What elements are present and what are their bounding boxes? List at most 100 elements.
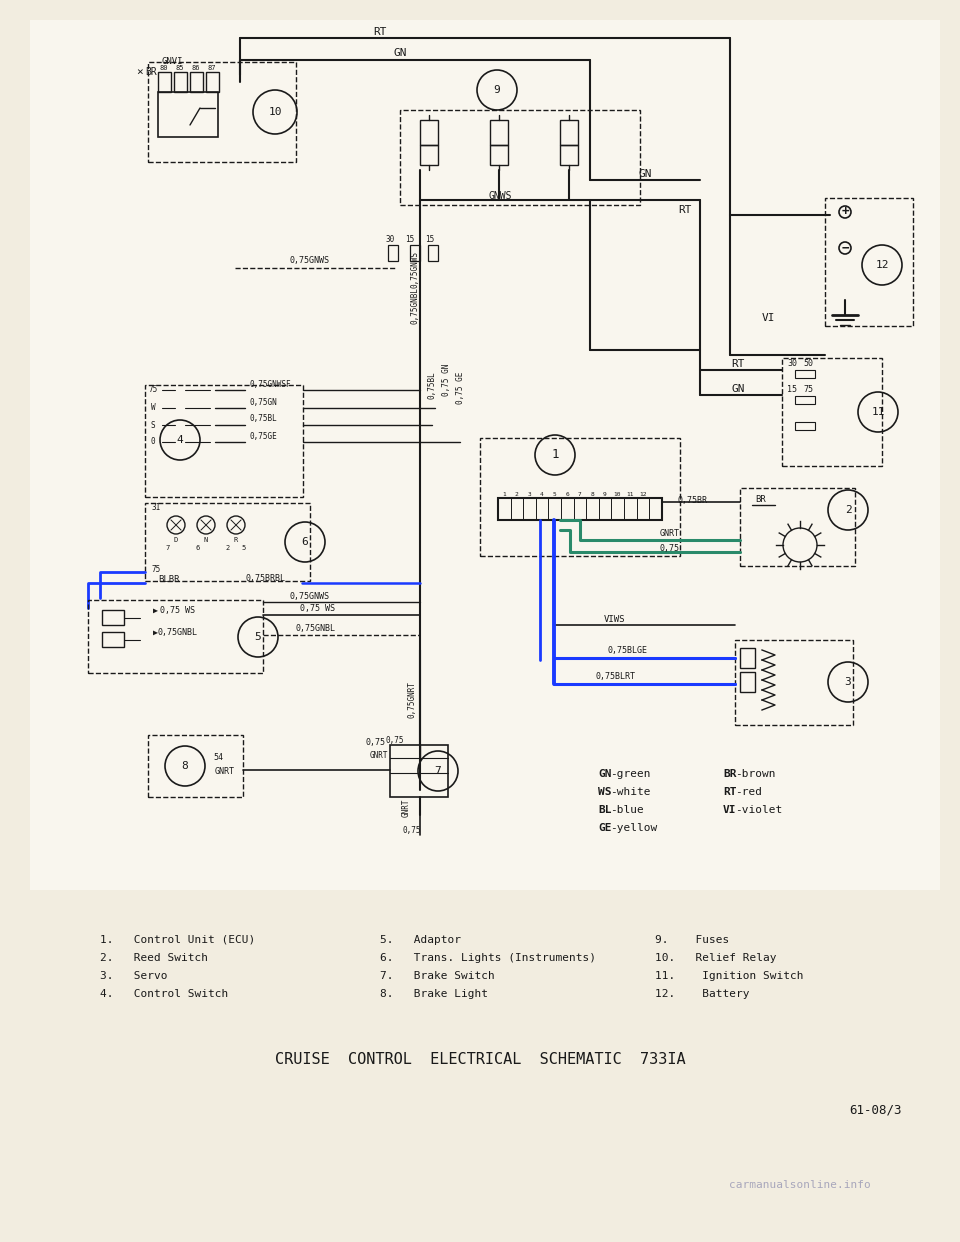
Text: 0,75GNBL: 0,75GNBL [295, 623, 335, 632]
Text: 0: 0 [151, 437, 156, 447]
Text: BL: BL [598, 805, 612, 815]
Bar [560, 120, 578, 145]
Text: 61-08/3: 61-08/3 [849, 1103, 901, 1117]
Text: 11: 11 [626, 492, 634, 497]
Text: -white: -white [611, 787, 651, 797]
Text: 4: 4 [177, 435, 183, 445]
Text: GN: GN [732, 384, 745, 394]
Text: 54: 54 [213, 754, 223, 763]
Text: GNVI: GNVI [162, 57, 183, 67]
Text: 15: 15 [405, 236, 415, 245]
Text: 0,75 GE: 0,75 GE [457, 371, 466, 404]
Bar [740, 648, 755, 668]
Text: 0,75GN: 0,75GN [250, 397, 277, 406]
Text: 0,75BLGE: 0,75BLGE [608, 646, 648, 655]
Bar [735, 640, 853, 725]
Text: 12: 12 [876, 260, 889, 270]
Bar [158, 92, 218, 137]
Text: 1.   Control Unit (ECU): 1. Control Unit (ECU) [100, 935, 255, 945]
Text: 3: 3 [527, 492, 531, 497]
Text: ▶: ▶ [153, 627, 157, 636]
Bar [795, 396, 815, 404]
Text: 0,75GNRT: 0,75GNRT [407, 682, 417, 719]
Text: 5.   Adaptor: 5. Adaptor [380, 935, 461, 945]
Text: 6: 6 [196, 545, 200, 551]
Text: BR: BR [145, 67, 156, 77]
Text: 1: 1 [551, 448, 559, 462]
Text: 0,75 GN: 0,75 GN [443, 364, 451, 396]
Bar [782, 358, 882, 466]
Text: 0,75BR: 0,75BR [678, 496, 708, 504]
Bar [480, 438, 680, 556]
Text: GNRT: GNRT [660, 529, 680, 538]
Text: VI: VI [723, 805, 736, 815]
Text: 6.   Trans. Lights (Instruments): 6. Trans. Lights (Instruments) [380, 953, 596, 963]
Text: 4.   Control Switch: 4. Control Switch [100, 989, 228, 999]
Text: 0,75: 0,75 [365, 739, 385, 748]
Text: -violet: -violet [735, 805, 782, 815]
Text: 12: 12 [638, 492, 646, 497]
Text: RT: RT [732, 359, 745, 369]
Text: carmanualsonline.info: carmanualsonline.info [730, 1180, 871, 1190]
Text: 0,75: 0,75 [660, 544, 680, 553]
Text: CRUISE  CONTROL  ELECTRICAL  SCHEMATIC  733IA: CRUISE CONTROL ELECTRICAL SCHEMATIC 733I… [275, 1052, 685, 1068]
Text: 0,75BLRT: 0,75BLRT [595, 672, 635, 681]
Text: BR: BR [755, 496, 766, 504]
Bar [148, 62, 296, 161]
Text: 85: 85 [176, 65, 184, 71]
Bar [560, 145, 578, 165]
Text: GN: GN [638, 169, 652, 179]
Text: WS: WS [598, 787, 612, 797]
Text: 0,75 WS: 0,75 WS [160, 606, 196, 615]
Text: 75: 75 [803, 385, 813, 395]
Bar [498, 498, 662, 520]
Text: 8.   Brake Light: 8. Brake Light [380, 989, 488, 999]
Text: 11.    Ignition Switch: 11. Ignition Switch [655, 971, 804, 981]
Text: GNRT: GNRT [401, 799, 411, 817]
Bar [795, 370, 815, 378]
Bar [420, 120, 438, 145]
Bar [206, 72, 219, 92]
Text: 4: 4 [540, 492, 543, 497]
Text: GNRT: GNRT [215, 768, 235, 776]
Text: RT: RT [373, 27, 387, 37]
Text: 31: 31 [152, 503, 160, 513]
Text: 8: 8 [181, 761, 188, 771]
Text: 9.    Fuses: 9. Fuses [655, 935, 730, 945]
Text: 0,75BL: 0,75BL [427, 371, 437, 399]
Text: 3: 3 [845, 677, 852, 687]
Bar [825, 197, 913, 325]
Bar [102, 610, 124, 625]
Text: 10: 10 [613, 492, 621, 497]
Text: −: − [841, 241, 849, 255]
Text: 7: 7 [435, 766, 442, 776]
Text: 15: 15 [425, 236, 435, 245]
Bar [145, 503, 310, 581]
Text: 0,75GE: 0,75GE [250, 431, 277, 441]
Text: 9: 9 [493, 84, 500, 94]
Text: GN: GN [394, 48, 407, 58]
Text: +: + [841, 205, 849, 219]
Text: 0,75GNWS: 0,75GNWS [411, 251, 420, 288]
Bar [388, 245, 398, 261]
Text: 30: 30 [787, 359, 797, 368]
Text: -blue: -blue [611, 805, 644, 815]
Text: 5: 5 [254, 632, 261, 642]
Text: GNRT: GNRT [370, 750, 389, 760]
Text: 75: 75 [149, 385, 157, 395]
Bar [174, 72, 187, 92]
Bar [740, 488, 855, 566]
Text: -brown: -brown [735, 769, 776, 779]
Text: BR: BR [723, 769, 736, 779]
Text: 0,75GNWS: 0,75GNWS [290, 592, 330, 601]
Bar [390, 745, 448, 797]
Text: D: D [174, 537, 179, 543]
Bar [740, 672, 755, 692]
Text: -red: -red [735, 787, 762, 797]
Bar [30, 20, 940, 891]
Text: S: S [151, 421, 156, 430]
Text: 0,75: 0,75 [403, 826, 421, 835]
Text: -green: -green [611, 769, 651, 779]
Text: 2.   Reed Switch: 2. Reed Switch [100, 953, 208, 963]
Text: 2: 2 [226, 545, 230, 551]
